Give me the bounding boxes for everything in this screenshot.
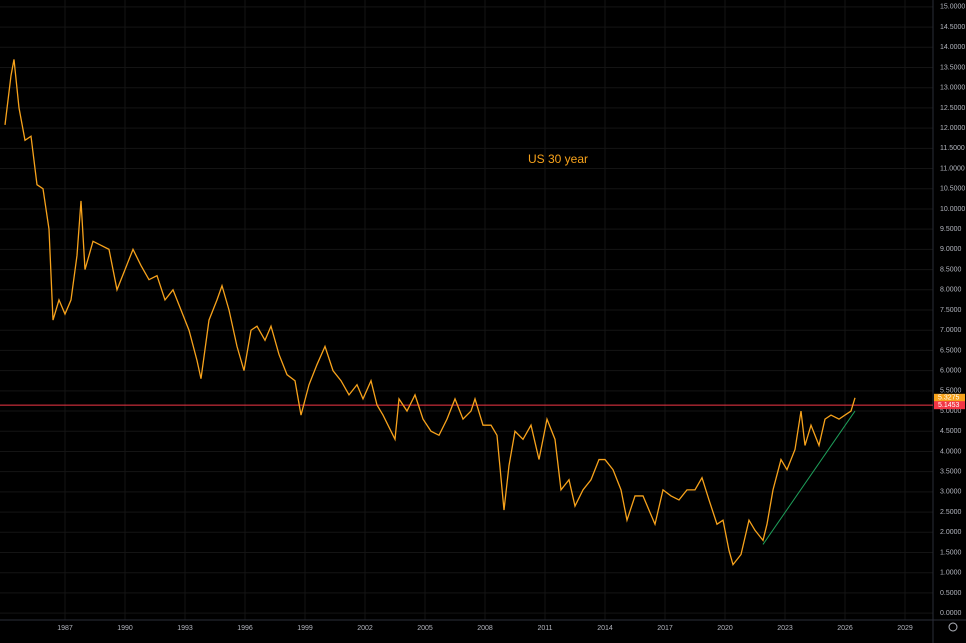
y-tick-label: 15.0000 [940, 4, 965, 11]
x-tick-label: 2020 [717, 625, 733, 632]
x-tick-label: 2017 [657, 625, 673, 632]
y-tick-label: 2.0000 [940, 529, 962, 536]
x-tick-label: 2026 [837, 625, 853, 632]
y-tick-label: 9.0000 [940, 246, 962, 253]
y-tick-label: 0.0000 [940, 610, 962, 617]
y-tick-label: 1.5000 [940, 549, 962, 556]
chart-title: US 30 year [528, 152, 588, 166]
price-label: 5.1453 [938, 402, 960, 409]
y-tick-label: 12.5000 [940, 105, 965, 112]
x-tick-label: 2002 [357, 625, 373, 632]
y-tick-label: 4.0000 [940, 448, 962, 455]
y-tick-label: 2.5000 [940, 509, 962, 516]
price-label-box [934, 393, 965, 402]
y-tick-label: 6.0000 [940, 367, 962, 374]
y-tick-label: 11.0000 [940, 165, 965, 172]
x-tick-label: 2008 [477, 625, 493, 632]
y-tick-label: 13.5000 [940, 64, 965, 71]
y-tick-label: 3.5000 [940, 469, 962, 476]
x-tick-label: 1990 [117, 625, 133, 632]
y-tick-label: 7.5000 [940, 307, 962, 314]
y-tick-label: 0.5000 [940, 590, 962, 597]
y-tick-label: 5.5000 [940, 388, 962, 395]
x-tick-label: 2011 [537, 625, 552, 632]
y-tick-label: 5.0000 [940, 408, 962, 415]
y-tick-label: 4.5000 [940, 428, 962, 435]
x-tick-label: 2029 [897, 625, 913, 632]
y-tick-label: 9.5000 [940, 226, 962, 233]
y-tick-label: 8.5000 [940, 266, 962, 273]
line-series [4, 59, 856, 567]
y-tick-label: 10.5000 [940, 186, 965, 193]
x-tick-label: 1987 [57, 625, 73, 632]
y-tick-label: 14.0000 [940, 44, 965, 51]
y-tick-label: 10.0000 [940, 206, 965, 213]
x-tick-label: 1999 [297, 625, 313, 632]
x-tick-label: 2005 [417, 625, 433, 632]
y-tick-label: 3.0000 [940, 489, 962, 496]
x-tick-label: 1996 [237, 625, 253, 632]
x-tick-label: 1993 [177, 625, 193, 632]
price-label-box [934, 401, 965, 410]
y-tick-label: 6.5000 [940, 347, 962, 354]
x-tick-label: 2014 [597, 625, 613, 632]
y-tick-label: 7.0000 [940, 327, 962, 334]
x-tick-label: 2023 [777, 625, 793, 632]
y-tick-label: 11.5000 [940, 145, 965, 152]
y-tick-label: 14.5000 [940, 24, 965, 31]
settings-icon[interactable] [948, 622, 958, 632]
y-tick-label: 1.0000 [940, 570, 962, 577]
price-label: 5.3275 [938, 395, 960, 402]
y-tick-label: 13.0000 [940, 85, 965, 92]
y-tick-label: 8.0000 [940, 287, 962, 294]
y-tick-label: 12.0000 [940, 125, 965, 132]
trendline [762, 410, 856, 545]
